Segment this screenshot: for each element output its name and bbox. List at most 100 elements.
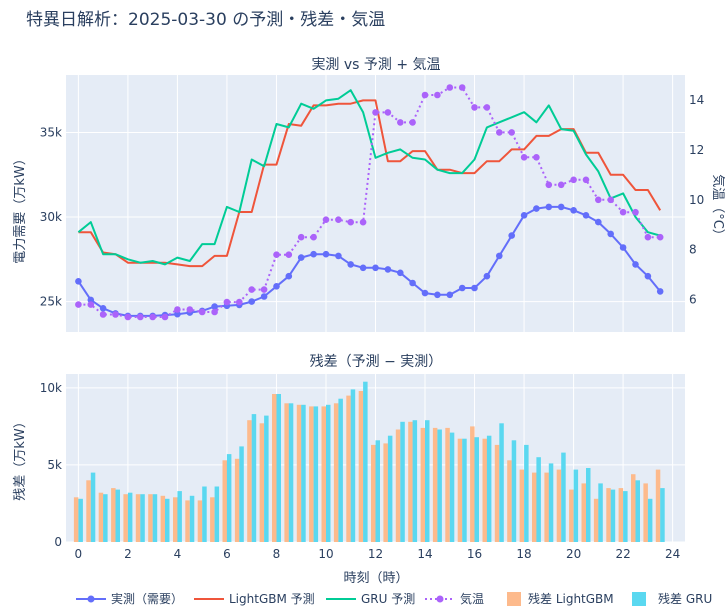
bottom-bar-0-38	[544, 472, 549, 542]
top-series-0-point-8	[174, 310, 181, 318]
top-series-0-point-37	[533, 205, 540, 212]
top-series-3-point-45	[632, 208, 639, 216]
bottom-bar-0-16	[272, 394, 277, 542]
bottom-bar-0-46	[643, 483, 648, 542]
bottom-x-axis-label: 時刻（時）	[343, 571, 408, 586]
top-series-3-point-12	[223, 298, 231, 306]
top-series-3-point-29	[434, 91, 441, 99]
bottom-bar-1-6	[152, 494, 158, 542]
bottom-bar-0-39	[556, 469, 562, 542]
top-series-0-point-27	[409, 279, 416, 287]
bottom-bar-0-5	[135, 494, 141, 542]
legend-item-residual-gru[interactable]: 残差 GRU	[632, 592, 712, 606]
bottom-bar-0-27	[408, 421, 413, 542]
top-series-3-point-16	[273, 251, 280, 258]
top-series-0-point-47	[656, 288, 664, 295]
bottom-x-tick-label-4: 8	[273, 547, 281, 561]
top-series-3-point-3	[112, 311, 119, 318]
top-series-3-point-40	[570, 176, 577, 184]
bottom-bar-0-22	[346, 395, 351, 542]
top-series-3-point-35	[508, 129, 515, 136]
legend-item-lightgbm[interactable]: LightGBM 予測	[194, 592, 315, 606]
top-series-0-point-1	[87, 296, 95, 304]
bottom-bar-0-36	[519, 469, 525, 542]
bottom-bar-1-34	[499, 423, 504, 542]
top-series-3-point-7	[161, 313, 169, 321]
top-series-3-point-2	[99, 311, 107, 318]
bottom-bar-0-29	[432, 427, 438, 542]
bottom-bar-0-15	[259, 423, 265, 542]
bottom-bar-1-32	[474, 437, 479, 542]
bottom-bar-1-46	[647, 498, 653, 542]
bottom-bar-0-45	[631, 474, 636, 542]
bottom-bar-0-35	[507, 460, 512, 542]
top-series-0-point-20	[322, 250, 330, 258]
bottom-bar-0-33	[482, 438, 487, 542]
bottom-bar-1-20	[326, 404, 331, 542]
bottom-bar-0-30	[445, 427, 450, 542]
top-series-0-point-11	[211, 303, 218, 310]
bottom-bar-1-9	[189, 495, 195, 542]
bottom-bar-1-11	[214, 486, 220, 542]
top-series-3-point-13	[236, 298, 243, 306]
legend-label-residual-gru: 残差 GRU	[658, 592, 712, 606]
top-y2-axis-ticks: 6 8 10 12 14	[689, 93, 704, 307]
bottom-y-tick-label-2: 10k	[40, 381, 62, 395]
bottom-bar-1-31	[462, 438, 467, 542]
top-y2-tick-label-3: 12	[689, 143, 704, 157]
legend-item-actual[interactable]: 実測（需要）	[76, 591, 183, 606]
bottom-bar-1-8	[177, 491, 182, 542]
top-chart: 25k 30k 35k 6 8 10 12 14 実測 vs 予測 + 気温 電力需要（万k…	[13, 57, 725, 332]
legend-item-residual-lightgbm[interactable]: 残差 LightGBM	[507, 592, 614, 606]
page-title: 特異日解析：2025-03-30 の予測・残差・気温	[26, 10, 385, 30]
bottom-bar-1-45	[635, 480, 640, 542]
bottom-bar-1-23	[363, 381, 368, 542]
top-series-3-point-32	[471, 104, 478, 111]
top-series-3-point-18	[297, 233, 305, 241]
top-series-0-point-40	[570, 207, 577, 214]
top-series-3-point-42	[595, 196, 602, 204]
bottom-bar-1-26	[400, 421, 405, 542]
top-gridlines	[66, 75, 685, 332]
bottom-bar-0-43	[606, 488, 611, 542]
top-series-3-point-22	[347, 218, 355, 226]
top-series-3-point-24	[372, 109, 379, 116]
bottom-bar-1-27	[412, 420, 418, 542]
bottom-bar-0-42	[593, 498, 599, 542]
bottom-bar-1-13	[239, 446, 244, 542]
legend-item-temperature[interactable]: 気温	[425, 591, 484, 606]
top-series-0-point-46	[644, 272, 652, 280]
bottom-y-tick-label-1: 5k	[47, 458, 62, 472]
legend-item-gru[interactable]: GRU 予測	[326, 592, 415, 606]
bottom-bar-0-12	[222, 460, 227, 542]
bottom-bar-0-6	[148, 494, 153, 542]
top-series-line-2	[77, 89, 661, 266]
top-series-0-point-31	[458, 284, 466, 292]
top-series-3-point-11	[211, 308, 218, 316]
top-series-3-point-10	[198, 308, 206, 316]
bottom-bar-0-26	[395, 429, 401, 542]
top-series-3-point-5	[137, 313, 144, 321]
bottom-x-tick-label-5: 10	[318, 547, 333, 561]
bottom-y-tick-label-0: 0	[54, 535, 62, 549]
bottom-bar-1-25	[387, 435, 393, 542]
top-series-0-point-0	[75, 278, 82, 285]
top-series-0-point-39	[557, 203, 565, 211]
bottom-bar-1-29	[437, 429, 442, 542]
top-y-tick-label-2: 35k	[40, 125, 62, 139]
top-series-0-point-23	[359, 264, 367, 272]
top-series-3-point-14	[248, 286, 255, 293]
top-series-0-point-16	[273, 283, 280, 290]
top-series-0-point-17	[285, 272, 293, 280]
bottom-bar-1-41	[586, 468, 591, 542]
bottom-bar-1-36	[524, 444, 529, 542]
bottom-bar-1-35	[511, 440, 517, 542]
top-series-3-point-1	[87, 301, 95, 308]
legend-label-actual: 実測（需要）	[111, 591, 183, 606]
top-y2-axis-label: 気温（°C）	[710, 174, 725, 242]
top-series-3-point-44	[619, 208, 627, 216]
top-series-3-point-30	[446, 84, 454, 91]
bottom-bar-1-7	[165, 498, 170, 542]
top-y2-tick-label-1: 8	[689, 243, 697, 257]
bottom-x-tick-label-9: 18	[516, 547, 531, 561]
